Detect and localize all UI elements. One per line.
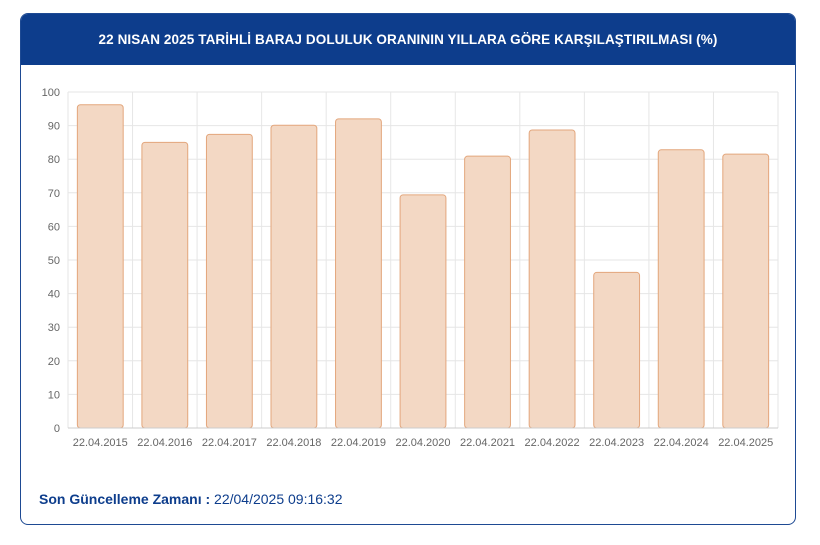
- last-update-value: 22/04/2025 09:16:32: [214, 491, 343, 507]
- y-tick-label: 30: [48, 322, 60, 334]
- bar: [141, 141, 189, 429]
- y-tick-label: 100: [42, 87, 60, 99]
- chart-card: 22 NISAN 2025 TARİHLİ BARAJ DOLULUK ORAN…: [20, 13, 796, 525]
- bar: [335, 118, 382, 429]
- chart-area: 0 10 20 30 40 50 60 70 80 90 100 22.04.2015 22.04.20…: [21, 65, 795, 465]
- x-tick-label: 22.04.2022: [525, 437, 580, 449]
- x-tick-label: 22.04.2020: [395, 437, 450, 449]
- bar: [205, 133, 253, 429]
- x-tick-label: 22.04.2019: [331, 437, 386, 449]
- x-tick-label: 22.04.2018: [266, 437, 321, 449]
- bar: [593, 271, 641, 429]
- y-tick-label: 70: [48, 188, 60, 200]
- y-tick-label: 0: [54, 423, 60, 435]
- y-tick-label: 60: [48, 221, 60, 233]
- y-tick-label: 50: [48, 255, 60, 267]
- bar: [270, 124, 318, 429]
- y-tick-label: 40: [48, 289, 60, 301]
- x-tick-label: 22.04.2023: [589, 437, 644, 449]
- y-tick-label: 20: [48, 356, 60, 368]
- x-tick-label: 22.04.2015: [73, 437, 128, 449]
- chart-title: 22 NISAN 2025 TARİHLİ BARAJ DOLULUK ORAN…: [98, 32, 718, 47]
- bar: [464, 155, 511, 429]
- bar: [528, 129, 576, 429]
- x-tick-label: 22.04.2024: [654, 437, 709, 449]
- x-tick-label: 22.04.2025: [718, 437, 773, 449]
- bar: [657, 149, 705, 429]
- x-tick-label: 22.04.2017: [202, 437, 257, 449]
- bar-chart: 0 10 20 30 40 50 60 70 80 90 100 22.04.2015 22.04.20…: [42, 87, 779, 449]
- y-tick-label: 80: [48, 154, 60, 166]
- y-tick-label: 10: [48, 389, 60, 401]
- last-update-label: Son Güncelleme Zamanı :: [39, 491, 211, 507]
- y-tick-label: 90: [48, 121, 60, 133]
- bar: [722, 153, 770, 429]
- x-tick-label: 22.04.2021: [460, 437, 515, 449]
- x-tick-label: 22.04.2016: [137, 437, 192, 449]
- chart-title-bar: 22 NISAN 2025 TARİHLİ BARAJ DOLULUK ORAN…: [21, 14, 795, 65]
- bar: [399, 194, 447, 429]
- last-update: Son Güncelleme Zamanı : 22/04/2025 09:16…: [39, 491, 343, 507]
- bar: [76, 104, 124, 429]
